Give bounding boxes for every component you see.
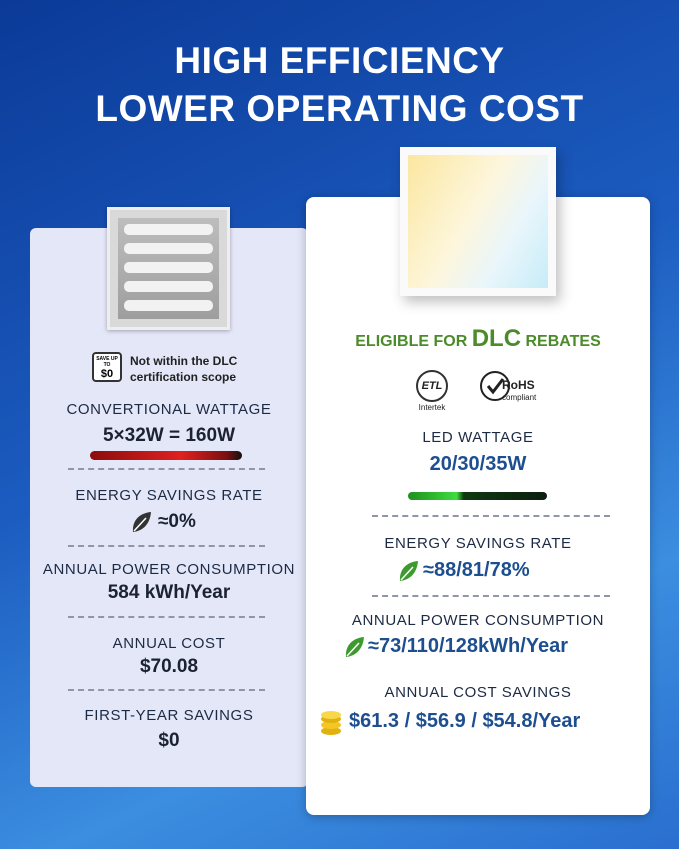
metric-label: ENERGY SAVINGS RATE: [75, 487, 263, 504]
led-card: [306, 197, 650, 815]
wattage-bar: [408, 492, 547, 500]
metric-label: CONVERTIONAL WATTAGE: [66, 401, 272, 418]
coins-svg: [321, 711, 341, 735]
metric-value: $61.3 / $56.9 / $54.8/Year: [349, 710, 581, 732]
metric-value: 20/30/35W: [429, 453, 527, 475]
metric-label: ANNUAL POWER CONSUMPTION: [42, 561, 296, 578]
dlc-note: Not within the DLC certification scope: [130, 353, 237, 385]
etl-logo: ETL: [416, 370, 448, 402]
etl-maker: Intertek: [418, 403, 446, 412]
panel-image: [400, 147, 556, 296]
eligibility-text: ELIGIBLE FOR: [355, 333, 468, 350]
troffer-image: [107, 207, 230, 330]
metric-label: ENERGY SAVINGS RATE: [384, 535, 572, 552]
wattage-bar: [90, 451, 242, 460]
metric-value: ≈88/81/78%: [423, 559, 530, 581]
metric-value: 584 kWh/Year: [107, 582, 231, 603]
leaf-icon: [343, 635, 365, 659]
rohs-check: [480, 371, 510, 401]
metric-value: $70.08: [139, 656, 199, 677]
divider: [372, 595, 610, 597]
metric-label: FIRST-YEAR SAVINGS: [84, 707, 254, 724]
metric-label: ANNUAL COST SAVINGS: [384, 684, 572, 701]
leaf-svg: [345, 637, 364, 657]
eligibility-emphasis: DLC: [471, 325, 522, 352]
divider: [68, 689, 265, 691]
eligibility-text: REBATES: [525, 333, 601, 350]
metric-value: ≈0%: [158, 511, 196, 532]
divider: [68, 616, 265, 618]
rohs-note: compliant: [502, 393, 537, 402]
metric-value: 5×32W = 160W: [102, 425, 236, 446]
leaf-icon: [397, 559, 419, 583]
badge-amount: $0: [100, 368, 114, 380]
eligibility: ELIGIBLE FOR DLC REBATES: [306, 325, 650, 353]
metric-label: ANNUAL POWER CONSUMPTION: [351, 612, 605, 629]
divider: [372, 515, 610, 517]
dlc-badge: SAVE UP TO $0: [92, 352, 122, 382]
coins-icon: [319, 710, 343, 736]
note-line: Not within the DLC: [130, 354, 238, 368]
metric-label: ANNUAL COST: [112, 635, 226, 652]
note-line: certification scope: [130, 370, 237, 384]
leaf-icon: [130, 510, 152, 534]
divider: [68, 468, 265, 470]
leaf-svg: [399, 561, 418, 581]
metric-value: ≈73/110/128kWh/Year: [368, 635, 569, 657]
check-svg: [486, 378, 505, 395]
leaf-svg: [132, 512, 151, 532]
divider: [68, 545, 265, 547]
title: LOWER OPERATING COST: [95, 88, 584, 129]
metric-label: LED WATTAGE: [422, 429, 534, 446]
rohs-label: RoHS: [502, 378, 535, 392]
title: HIGH EFFICIENCY: [174, 40, 505, 81]
badge-text: SAVE UP TO: [96, 356, 118, 368]
metric-value: $0: [158, 730, 180, 751]
